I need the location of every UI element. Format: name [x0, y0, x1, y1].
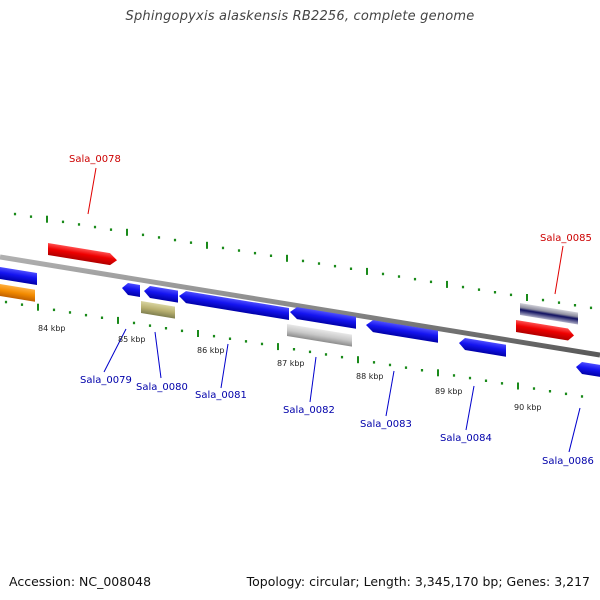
gene-arrow-sala-0081: [179, 291, 289, 321]
leader-sala-0083: [385, 370, 395, 417]
leader-sala-0086: [568, 407, 581, 453]
gene-label-sala-0082: Sala_0082: [283, 405, 335, 416]
gene-label-sala-0080: Sala_0080: [136, 382, 188, 393]
leader-sala-0078: [87, 167, 97, 215]
genome-summary-text: Topology: circular; Length: 3,345,170 bp…: [246, 574, 590, 589]
scale-label-90: 90 kbp: [514, 403, 542, 412]
scale-labels: 84 kbp 85 kbp 86 kbp 87 kbp 88 kbp 89 kb…: [38, 324, 542, 412]
gene-arrow-sala-0082: [290, 307, 356, 329]
leader-sala-0079: [103, 328, 127, 373]
scale-label-85: 85 kbp: [118, 335, 146, 344]
scale-label-86: 86 kbp: [197, 346, 225, 355]
gene-label-sala-0085: Sala_0085: [540, 233, 592, 244]
gene-arrow-small-blue: [144, 285, 178, 303]
gene-label-sala-0086: Sala_0086: [542, 456, 594, 467]
gene-feature-gray: [287, 324, 352, 347]
gene-labels: Sala_0078 Sala_0085 Sala_0079 Sala_0080 …: [69, 154, 594, 467]
gene-arrow-sala-0085: [516, 320, 574, 341]
leader-sala-0081: [220, 343, 229, 389]
feature-left-blue: [0, 266, 37, 286]
gene-label-sala-0081: Sala_0081: [195, 390, 247, 401]
genome-title: Sphingopyxis alaskensis RB2256, complete…: [125, 9, 475, 24]
scale-label-84: 84 kbp: [38, 324, 66, 333]
scale-label-89: 89 kbp: [435, 387, 463, 396]
inner-tick-ring: [4, 300, 584, 398]
leader-sala-0080: [154, 331, 162, 379]
gene-arrow-sala-0078: [48, 243, 117, 266]
outer-tick-ring: [13, 212, 593, 310]
leader-sala-0082: [309, 356, 317, 403]
feature-left-orange: [0, 283, 35, 302]
gene-arrow-sala-0086: [576, 361, 600, 380]
gene-label-sala-0083: Sala_0083: [360, 419, 412, 430]
gene-feature-sala-0085-navy: [520, 303, 578, 325]
gene-arrow-sala-0083: [366, 320, 438, 343]
genome-backbone: [0, 254, 600, 358]
gene-label-sala-0084: Sala_0084: [440, 433, 492, 444]
leader-sala-0085: [554, 245, 564, 295]
feature-track: [0, 243, 600, 380]
scale-label-87: 87 kbp: [277, 359, 305, 368]
gene-feature-sala-0080: [141, 301, 175, 319]
accession-text: Accession: NC_008048: [9, 574, 152, 589]
leader-sala-0084: [465, 385, 475, 431]
label-leaders: [87, 167, 581, 453]
gene-arrow-sala-0084: [459, 337, 506, 357]
gene-arrow-sala-0079: [122, 282, 140, 297]
gene-label-sala-0078: Sala_0078: [69, 154, 121, 165]
scale-label-88: 88 kbp: [356, 372, 384, 381]
gene-label-sala-0079: Sala_0079: [80, 375, 132, 386]
